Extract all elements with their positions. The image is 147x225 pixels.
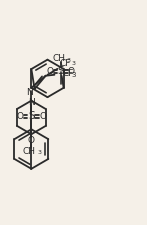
Text: CH: CH	[23, 146, 36, 155]
Text: CF: CF	[62, 69, 74, 78]
Text: 3: 3	[37, 151, 41, 155]
Text: O: O	[46, 67, 53, 76]
Text: 3: 3	[72, 72, 76, 78]
Text: S: S	[57, 66, 64, 76]
Text: N: N	[26, 88, 33, 97]
Text: 3: 3	[67, 58, 71, 63]
Text: CH: CH	[52, 54, 65, 63]
Text: S: S	[28, 111, 35, 122]
Text: 3: 3	[71, 61, 75, 66]
Text: CF: CF	[60, 59, 71, 68]
Text: O: O	[28, 136, 35, 145]
Text: O: O	[68, 67, 75, 76]
Text: N: N	[28, 98, 35, 107]
Text: O: O	[16, 112, 23, 121]
Text: O: O	[40, 112, 47, 121]
